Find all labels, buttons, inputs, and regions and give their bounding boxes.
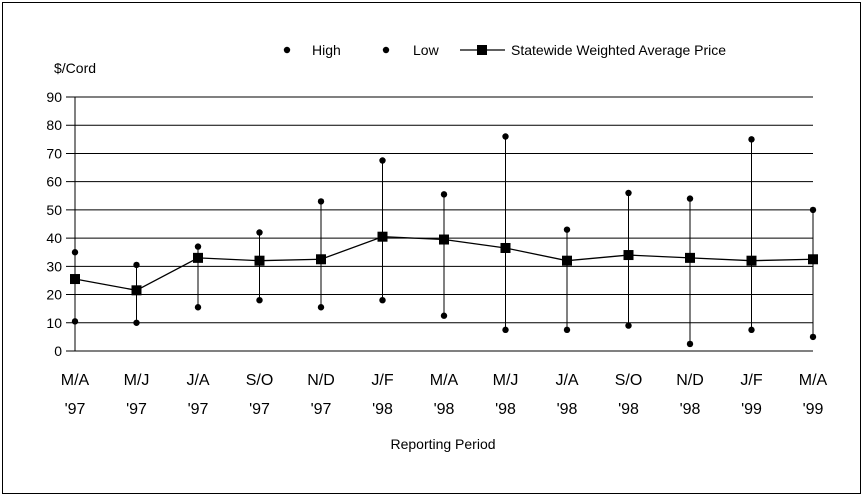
y-axis-label: $/Cord bbox=[54, 60, 96, 76]
high-point bbox=[686, 195, 694, 202]
average-point bbox=[254, 255, 265, 266]
average-point bbox=[562, 255, 572, 266]
average-point bbox=[316, 254, 326, 265]
legend-average-label: Statewide Weighted Average Price bbox=[511, 42, 726, 58]
x-tick-label-year: '97 bbox=[249, 401, 270, 418]
average-point bbox=[500, 242, 511, 253]
x-tick-label-year: '97 bbox=[65, 401, 86, 418]
low-point bbox=[133, 319, 140, 326]
y-tick-label: 80 bbox=[46, 117, 62, 133]
average-point bbox=[685, 252, 695, 263]
high-point bbox=[809, 206, 817, 214]
low-point bbox=[748, 326, 755, 334]
x-tick-label-year: '99 bbox=[803, 401, 824, 418]
x-tick-label-year: '97 bbox=[311, 401, 332, 418]
low-point bbox=[809, 333, 817, 341]
x-tick-label: J/A bbox=[555, 372, 578, 389]
average-point bbox=[70, 274, 80, 285]
high-point bbox=[71, 249, 79, 256]
marks bbox=[70, 133, 818, 348]
average-point bbox=[623, 250, 634, 261]
legend-high-marker bbox=[283, 46, 291, 54]
legend-average-marker bbox=[477, 45, 487, 55]
low-point bbox=[625, 322, 632, 329]
x-tick-label: J/F bbox=[371, 372, 393, 389]
x-tick-label-year: '98 bbox=[680, 401, 701, 418]
y-tick-label: 50 bbox=[46, 202, 62, 218]
x-axis-label: Reporting Period bbox=[390, 436, 495, 452]
y-tick-label: 60 bbox=[46, 174, 62, 190]
y-tick-label: 10 bbox=[46, 315, 62, 331]
high-point bbox=[133, 261, 140, 269]
y-tick-label: 40 bbox=[46, 230, 62, 246]
high-point bbox=[563, 226, 571, 233]
high-point bbox=[440, 191, 448, 198]
low-point bbox=[256, 297, 263, 304]
high-point bbox=[502, 133, 509, 140]
legend-low-marker bbox=[382, 46, 390, 54]
tick-labels: 0 10 20 30 40 50 60 70 80 90 M/A '97 M/J '97 J/A '97 S/O… bbox=[46, 89, 827, 418]
y-tick-label: 70 bbox=[46, 145, 62, 161]
average-point bbox=[746, 255, 757, 266]
y-tick-label: 90 bbox=[46, 89, 62, 105]
x-tick-label: N/D bbox=[676, 372, 704, 389]
legend-low-label: Low bbox=[413, 42, 440, 58]
x-tick-label-year: '97 bbox=[126, 401, 147, 418]
x-tick-label: S/O bbox=[615, 372, 643, 389]
x-tick-label-year: '98 bbox=[495, 401, 516, 418]
high-point bbox=[379, 157, 386, 164]
average-point bbox=[439, 234, 449, 245]
legend: High Low Statewide Weighted Average Price bbox=[283, 42, 726, 58]
x-tick-label: M/J bbox=[493, 372, 519, 389]
x-tick-label: J/A bbox=[186, 372, 209, 389]
low-point bbox=[194, 304, 202, 311]
low-point bbox=[379, 297, 386, 304]
y-tick-label: 20 bbox=[46, 287, 62, 303]
x-tick-label: S/O bbox=[246, 372, 274, 389]
x-tick-label-year: '98 bbox=[557, 401, 578, 418]
low-point bbox=[563, 326, 571, 334]
high-point bbox=[748, 136, 755, 143]
low-point bbox=[502, 326, 509, 334]
x-tick-label: M/A bbox=[799, 372, 828, 389]
high-point bbox=[194, 243, 202, 250]
x-tick-label: M/A bbox=[430, 372, 459, 389]
x-tick-label-year: '98 bbox=[372, 401, 393, 418]
x-tick-label-year: '99 bbox=[741, 401, 762, 418]
average-point bbox=[377, 231, 388, 242]
grid bbox=[66, 96, 813, 352]
x-tick-label-year: '97 bbox=[188, 401, 209, 418]
y-tick-label: 30 bbox=[46, 258, 62, 274]
high-point bbox=[256, 229, 263, 236]
high-point bbox=[317, 198, 325, 205]
x-tick-label: J/F bbox=[740, 372, 762, 389]
low-point bbox=[71, 318, 79, 325]
x-tick-label: M/J bbox=[124, 372, 150, 389]
legend-high-label: High bbox=[312, 42, 341, 58]
x-tick-label-year: '98 bbox=[434, 401, 455, 418]
average-point bbox=[193, 252, 203, 263]
low-point bbox=[440, 312, 448, 319]
x-tick-label: N/D bbox=[307, 372, 335, 389]
average-point bbox=[808, 254, 818, 265]
low-point bbox=[686, 340, 694, 348]
x-tick-label: M/A bbox=[61, 372, 90, 389]
x-tick-label-year: '98 bbox=[618, 401, 639, 418]
low-point bbox=[317, 304, 325, 311]
high-point bbox=[625, 189, 632, 197]
y-tick-label: 0 bbox=[54, 343, 62, 359]
average-point bbox=[131, 285, 142, 296]
